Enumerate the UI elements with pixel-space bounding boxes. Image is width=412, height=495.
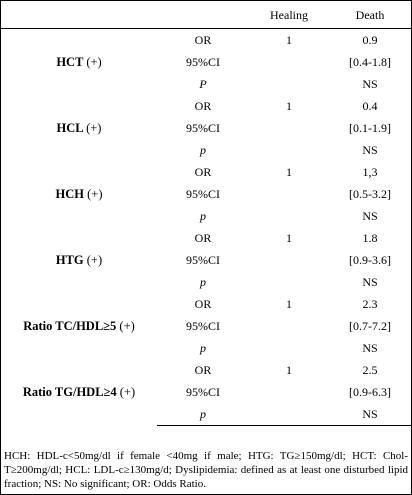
group-label-text: HCL xyxy=(56,121,83,135)
healing-cell xyxy=(249,183,329,205)
stat-cell: p xyxy=(200,341,206,355)
table-header-row: Healing Death xyxy=(1,0,411,29)
healing-cell xyxy=(249,205,329,227)
healing-cell: 1 xyxy=(286,231,292,245)
table-row: P NS xyxy=(1,73,411,95)
group-sign-text: (+) xyxy=(119,319,135,333)
death-cell: 0.9 xyxy=(362,33,378,47)
table-row: p NS xyxy=(1,403,411,426)
healing-cell xyxy=(249,337,329,359)
group-sign-text: (+) xyxy=(86,55,102,69)
table-row: p NS xyxy=(1,271,411,293)
table-row: 95%CI [0.7-7.2] xyxy=(1,315,411,337)
stat-cell: 95%CI xyxy=(186,385,220,399)
death-cell: [0.7-7.2] xyxy=(349,319,391,333)
death-cell: NS xyxy=(362,143,378,157)
stat-cell: OR xyxy=(194,231,212,245)
healing-cell: 1 xyxy=(286,165,292,179)
stat-cell: p xyxy=(200,275,206,289)
group-label-text: Ratio TC/HDL≥5 xyxy=(23,319,117,333)
stat-cell: 95%CI xyxy=(186,187,220,201)
row-group-label: HCT (+) xyxy=(1,29,157,96)
results-table: Healing Death HCT (+) OR 1 0.9 95%CI [0.4-1.8… xyxy=(1,0,411,426)
table-row: HCT (+) OR 1 0.9 xyxy=(1,29,411,69)
healing-cell xyxy=(249,117,329,139)
table-row: 95%CI [0.4-1.8] xyxy=(1,51,411,73)
group-label-text: Ratio TG/HDL≥4 xyxy=(22,385,117,400)
stat-cell: 95%CI xyxy=(186,253,220,267)
table-body: HCT (+) OR 1 0.9 95%CI [0.4-1.8] P NS HCL (+) OR 1… xyxy=(1,29,411,426)
stat-cell: 95%CI xyxy=(186,121,220,135)
stat-cell: 95%CI xyxy=(186,319,220,333)
table-row: 95%CI [0.1-1.9] xyxy=(1,117,411,139)
header-label xyxy=(1,0,157,29)
stat-cell: OR xyxy=(194,297,212,311)
header-stat xyxy=(157,0,249,29)
header-death: Death xyxy=(329,0,411,29)
death-cell: 1.8 xyxy=(362,231,378,245)
death-cell: NS xyxy=(362,209,378,223)
death-cell: 1,3 xyxy=(362,165,378,179)
header-healing: Healing xyxy=(249,0,329,29)
stat-cell: OR xyxy=(194,33,212,47)
row-group-label: Ratio TC/HDL≥5 (+) xyxy=(1,293,157,359)
group-sign-text: (+) xyxy=(86,121,102,135)
healing-cell xyxy=(249,271,329,293)
row-group-label: HTG (+) xyxy=(1,227,157,293)
table-row: 95%CI [0.9-6.3] xyxy=(1,381,411,403)
table-row: p NS xyxy=(1,205,411,227)
stat-cell: OR xyxy=(194,363,212,377)
healing-cell: 1 xyxy=(286,363,292,377)
group-sign-text: (+) xyxy=(87,187,103,201)
healing-cell: 1 xyxy=(286,99,292,113)
stat-cell: P xyxy=(199,77,207,91)
table-row: 95%CI [0.5-3.2] xyxy=(1,183,411,205)
death-cell: NS xyxy=(362,341,378,355)
death-cell: NS xyxy=(362,77,378,91)
death-cell: [0.5-3.2] xyxy=(349,187,391,201)
row-group-label: HCH (+) xyxy=(1,161,157,227)
stat-cell: p xyxy=(157,403,249,426)
death-cell: [0.9-6.3] xyxy=(349,385,391,399)
death-cell: NS xyxy=(329,403,411,426)
table-row: p NS xyxy=(1,337,411,359)
table-row: HCL (+) OR 1 0.4 xyxy=(1,95,411,135)
healing-cell xyxy=(249,381,329,403)
row-group-label: HCL (+) xyxy=(1,95,157,161)
healing-cell: 1 xyxy=(286,33,292,47)
table-row: Ratio TG/HDL≥4 (+) OR 1 2.5 xyxy=(1,359,411,399)
healing-cell xyxy=(249,139,329,161)
death-cell: NS xyxy=(362,275,378,289)
stat-cell: 95%CI xyxy=(186,55,220,69)
healing-cell xyxy=(249,249,329,271)
row-group-label: Ratio TG/HDL≥4 (+) xyxy=(1,359,157,426)
death-cell: [0.4-1.8] xyxy=(349,55,391,69)
healing-cell xyxy=(249,403,329,426)
table-footnote: HCH: HDL-c<50mg/dl if female <40mg if ma… xyxy=(4,450,408,490)
table-row: Ratio TC/HDL≥5 (+) OR 1 2.3 xyxy=(1,293,411,333)
group-label-text: HCT xyxy=(56,55,84,69)
stat-cell: OR xyxy=(194,165,212,179)
table-row: 95%CI [0.9-3.6] xyxy=(1,249,411,271)
group-label-text: HCH xyxy=(55,187,84,201)
death-cell: [0.1-1.9] xyxy=(349,121,391,135)
group-sign-text: (+) xyxy=(86,253,103,267)
death-cell: 2.3 xyxy=(362,297,378,311)
group-sign-text: (+) xyxy=(119,385,136,400)
results-table-wrapper: Healing Death HCT (+) OR 1 0.9 95%CI [0.4-1.8… xyxy=(1,0,411,426)
table-row: p NS xyxy=(1,139,411,161)
table-row: HCH (+) OR 1 1,3 xyxy=(1,161,411,201)
death-cell: 2.5 xyxy=(362,363,378,377)
death-cell: [0.9-3.6] xyxy=(349,253,391,267)
group-label-text: HTG xyxy=(55,253,84,267)
stat-cell: p xyxy=(200,209,206,223)
healing-cell xyxy=(249,51,329,73)
stat-cell: p xyxy=(200,143,206,157)
table-row: HTG (+) OR 1 1.8 xyxy=(1,227,411,267)
death-cell: 0.4 xyxy=(362,99,378,113)
stat-cell: OR xyxy=(194,99,212,113)
healing-cell xyxy=(249,73,329,95)
healing-cell: 1 xyxy=(286,297,292,311)
healing-cell xyxy=(249,315,329,337)
